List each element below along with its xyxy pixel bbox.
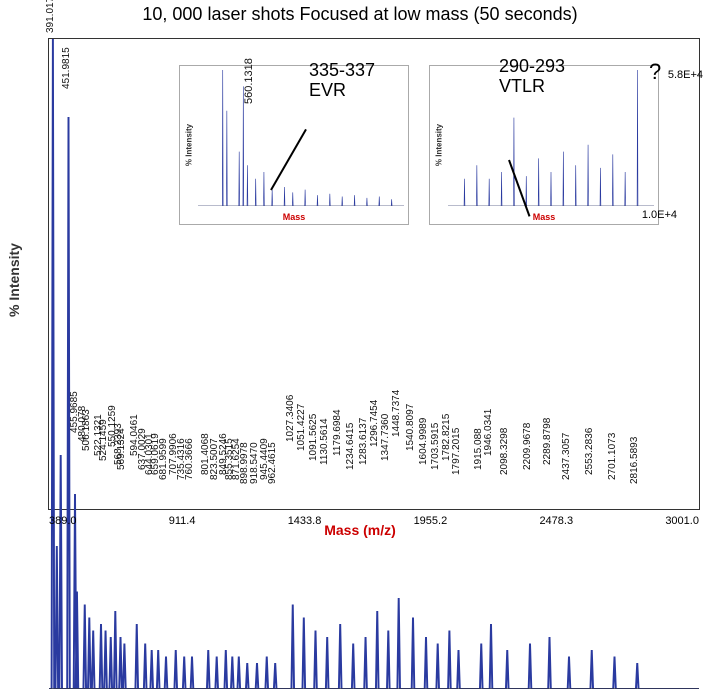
xtick: 3001.0 (665, 515, 699, 527)
peak-label: 1234.6415 (345, 423, 356, 470)
inset-left-xlabel: Mass (283, 212, 306, 222)
xtick: 1433.8 (288, 515, 322, 527)
peak-label: 2289.8798 (542, 418, 553, 465)
y-axis-label: % Intensity (6, 243, 22, 317)
peak-label: 1448.7374 (391, 390, 402, 437)
peak-label: 1604.9989 (418, 418, 429, 465)
peak-label: 1703.5915 (430, 423, 441, 470)
inset-right-xlabel: Mass (533, 212, 556, 222)
anno-left-line2: EVR (309, 81, 375, 101)
peak-label: 1130.5614 (319, 419, 330, 466)
xtick: 2478.3 (539, 515, 573, 527)
inset-left-ylabel: % Intensity (185, 124, 194, 166)
peak-label: 1283.6137 (358, 418, 369, 465)
xtick: 911.4 (169, 515, 196, 527)
peak-label: 760.3666 (184, 438, 195, 480)
peak-label: 1296.7454 (369, 399, 380, 446)
annotation-qmark: ? (649, 59, 661, 85)
sci-notation-inset: 1.0E+4 (642, 209, 677, 221)
annotation-right: 290-293 VTLR (499, 57, 565, 97)
peak-label: 1091.5625 (308, 413, 319, 460)
sci-notation-main: 5.8E+4 (668, 69, 703, 81)
anno-right-line2: VTLR (499, 77, 565, 97)
peak-label: 506.1863 (81, 410, 92, 452)
peak-label: 391.0179 (45, 0, 56, 33)
peak-label: 1179.6984 (332, 409, 343, 456)
inset-left-peak-label: 560.1318 (243, 58, 255, 104)
anno-right-line1: 290-293 (499, 57, 565, 77)
peak-label: 2437.3057 (561, 432, 572, 479)
peak-label: 569.1324 (116, 428, 127, 470)
peak-label: 2553.2836 (584, 428, 595, 475)
anno-left-line1: 335-337 (309, 61, 375, 81)
annotation-left: 335-337 EVR (309, 61, 375, 101)
peak-label: 2098.3298 (499, 428, 510, 475)
peak-label: 1946.0341 (483, 409, 494, 456)
xtick: 1955.2 (414, 515, 448, 527)
peak-label: 2701.1073 (607, 432, 618, 479)
peak-label: 2816.5893 (629, 437, 640, 484)
xtick: 389.0 (49, 515, 77, 527)
peak-label: 451.9815 (61, 48, 72, 90)
peak-label: 1540.8097 (405, 404, 416, 451)
peak-label: 1027.3406 (285, 395, 296, 442)
x-axis-label: Mass (m/z) (324, 522, 396, 538)
peak-label: 1051.4227 (296, 404, 307, 451)
peak-label: 1347.7360 (380, 413, 391, 460)
peak-label: 2209.9678 (522, 423, 533, 470)
slide-title: 10, 000 laser shots Focused at low mass … (0, 4, 720, 25)
peak-label: 962.4615 (267, 442, 278, 484)
inset-right-ylabel: % Intensity (435, 124, 444, 166)
peak-label: 1797.2015 (451, 428, 462, 475)
main-chart: 391.0179451.9815455.9685480.078506.18635… (48, 38, 700, 510)
